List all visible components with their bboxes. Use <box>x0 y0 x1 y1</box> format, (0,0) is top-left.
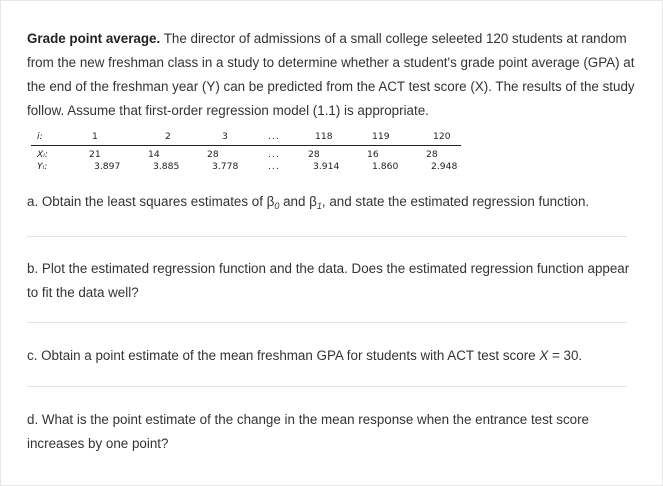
divider <box>27 322 627 323</box>
table-cell: ... <box>268 161 280 172</box>
table-cell: 14 <box>148 149 160 160</box>
table-cell: 1 <box>92 131 98 142</box>
table-cell: ... <box>268 149 280 160</box>
subscript: 0 <box>274 201 280 211</box>
table-cell: 2 <box>165 131 171 142</box>
table-cell: 118 <box>315 131 333 142</box>
divider <box>27 386 627 387</box>
table-cell: 28 <box>207 149 219 160</box>
table-cell: 3.885 <box>153 161 180 172</box>
row-label-i: i: <box>37 131 43 142</box>
row-label-y: Yᵢ: <box>37 161 48 172</box>
question-a-text: and β <box>279 194 317 209</box>
question-a-text: a. Obtain the least squares estimates of… <box>27 194 275 209</box>
table-cell: 3.778 <box>212 161 239 172</box>
divider <box>27 236 627 237</box>
table-rule <box>31 145 461 146</box>
table-cell: 3.897 <box>94 161 121 172</box>
table-cell: 120 <box>433 131 451 142</box>
question-c: c. Obtain a point estimate of the mean f… <box>27 344 637 368</box>
question-b: b. Plot the estimated regression functio… <box>27 261 630 300</box>
table-cell: 3.914 <box>313 161 340 172</box>
question-d: d. What is the point estimate of the cha… <box>27 412 589 451</box>
variable-x: X <box>539 348 549 363</box>
table-cell: 3 <box>222 131 228 142</box>
table-cell: 119 <box>372 131 390 142</box>
problem-text: The director of admissions of a small co… <box>27 31 635 118</box>
subscript: 1 <box>316 201 322 211</box>
table-cell: 16 <box>367 149 379 160</box>
table-cell: 21 <box>89 149 101 160</box>
question-c-text: c. Obtain a point estimate of the mean f… <box>27 348 540 363</box>
question-a-text: , and state the estimated regression fun… <box>321 194 590 209</box>
table-cell: ... <box>268 131 280 142</box>
table-cell: 1.860 <box>372 161 399 172</box>
table-cell: 2.948 <box>431 161 458 172</box>
table-cell: 28 <box>308 149 320 160</box>
row-label-x: Xᵢ: <box>37 149 49 160</box>
problem-heading: Grade point average. <box>27 31 161 46</box>
question-c-text: = 30. <box>548 348 583 363</box>
question-a: a. Obtain the least squares estimates of… <box>27 190 637 214</box>
table-cell: 28 <box>426 149 438 160</box>
problem-intro: Grade point average. The director of adm… <box>27 27 642 123</box>
